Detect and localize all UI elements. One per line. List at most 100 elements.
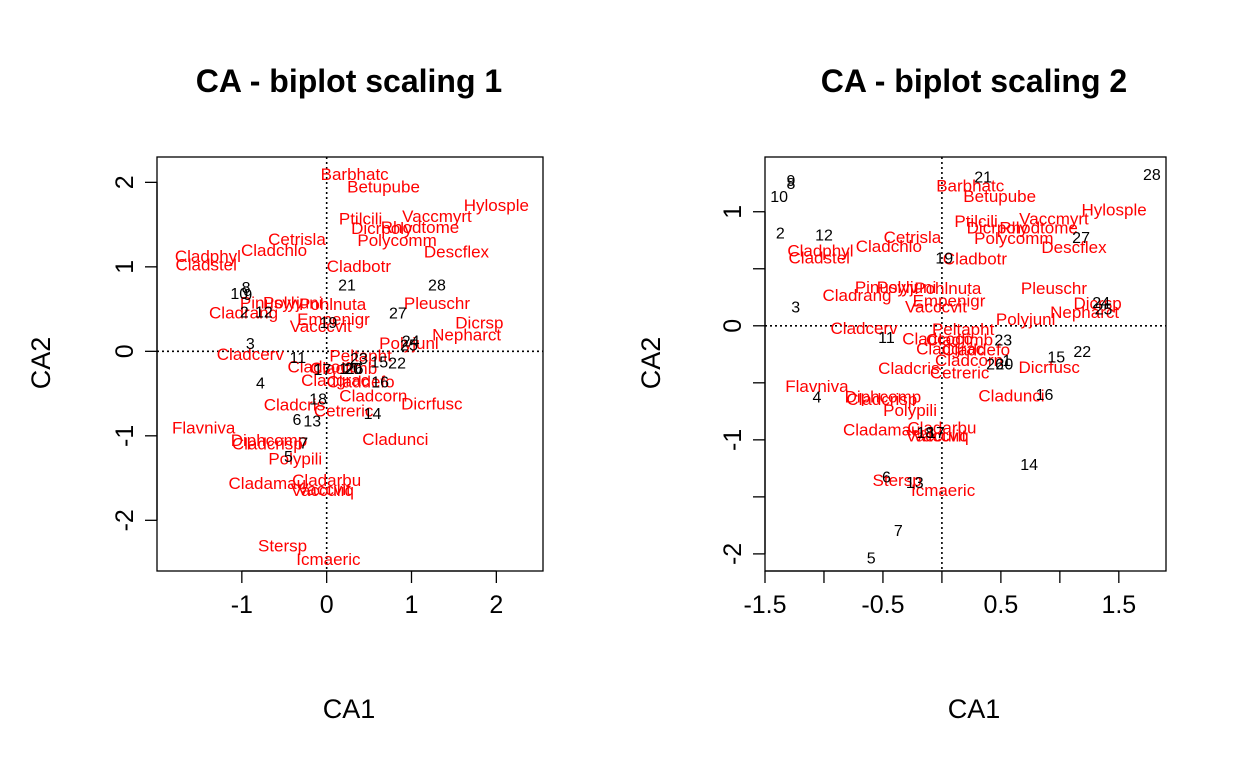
panel1-species-label: Cladarbu — [292, 471, 361, 490]
panel1-species-label: Ptilcili — [339, 210, 382, 229]
panel2-species-label: Dicrpoly — [967, 219, 1029, 238]
panel2-y-tick-label: 0 — [719, 319, 747, 333]
panel2-species-label: Polyjunl — [996, 310, 1056, 329]
panel1-species-label: Cladfimb — [310, 359, 377, 378]
panel2-site-label: 10 — [770, 189, 788, 206]
panel2-species-label: Ptilcili — [954, 212, 997, 231]
panel2-species-label: Cladchlo — [856, 237, 922, 256]
panel1-site-label: 26 — [346, 361, 364, 378]
panel1-site-label: 7 — [299, 436, 308, 453]
panel1-species-label: Vacccvit — [290, 317, 352, 336]
panel2-plot-frame — [764, 156, 1167, 572]
panel1-site-label: 15 — [370, 354, 388, 371]
panel1-species-label: Cladamau — [229, 474, 307, 493]
panel2-site-label: 21 — [974, 169, 992, 186]
panel1-site-label: 12 — [255, 305, 273, 322]
panel2-species-label: Polyjuni — [877, 278, 937, 297]
panel2-site-label: 2 — [776, 225, 785, 242]
panel1-site-label: 13 — [303, 414, 321, 431]
panel2-species-label: Polycomm — [974, 229, 1053, 248]
panel2-site-label: 12 — [815, 228, 833, 245]
panel2-site-label: 15 — [1047, 350, 1065, 367]
panel1-site-label: 1 — [339, 361, 348, 378]
panel1-site-label: 24 — [402, 333, 420, 350]
panel1-site-label: 27 — [389, 305, 407, 322]
panel2-species-label: Peltapht — [932, 320, 995, 339]
panel1-site-label: 4 — [256, 376, 265, 393]
panel1-y-tick-label: 0 — [111, 344, 139, 358]
panel1-species-label: Cladphyl — [175, 247, 241, 266]
panel2-site-label: 17 — [927, 425, 945, 442]
panel1-species-label: Cladcris — [264, 396, 325, 415]
panel2-ylabel: CA2 — [636, 337, 666, 390]
panel2-species-label: Cladcris — [878, 359, 939, 378]
panel2-x-tick-label: 1.5 — [1101, 591, 1136, 619]
panel1-species-label: Vacculiq — [291, 481, 354, 500]
panel1-species-label: Cladunci — [362, 430, 428, 449]
panel1-species-label: Stersp — [258, 537, 307, 556]
panel2-site-label: 24 — [1092, 295, 1110, 312]
panel2-species-label: Flavniva — [785, 377, 849, 396]
panel2-species-label: Hylosple — [1082, 200, 1147, 219]
panel2-species-label: Cladcorn — [935, 351, 1003, 370]
panel2-species-label: Nepharct — [1050, 303, 1119, 322]
panel2-site-label: 27 — [1072, 230, 1090, 247]
panel1-site-label: 5 — [284, 449, 293, 466]
panel2-x-tick-label: 0.5 — [983, 591, 1018, 619]
panel1-site-label: 23 — [350, 351, 368, 368]
panel2-x-tick-label: -0.5 — [861, 591, 904, 619]
panel1-species-label: Barbhatc — [321, 165, 390, 184]
panel2-site-label: 3 — [791, 299, 800, 316]
panel2-species-label: Vaccmyrt — [1019, 210, 1089, 229]
panel1-species-label: Empenigr — [297, 310, 370, 329]
panel1-site-label: 14 — [364, 406, 382, 423]
panel2-xlabel: CA1 — [948, 694, 1001, 724]
panel1-species-label: Cetreric — [314, 401, 374, 420]
panel2-site-label: 1 — [1002, 353, 1011, 370]
panel2-species-label: Vacccvit — [905, 297, 967, 316]
panel2-species-label: Cladstel — [789, 248, 850, 267]
panel2-species-label: Barbhatc — [936, 177, 1005, 196]
panel1-species-label: Rhodtome — [381, 218, 459, 237]
panel2-species-label: Pohlnuta — [914, 279, 982, 298]
panel2-site-label: 26 — [986, 356, 1004, 373]
panel2-species-label: Cladrang — [822, 286, 891, 305]
panel2-species-label: Vaccvit — [913, 426, 967, 445]
panel2-site-label: 25 — [1095, 302, 1113, 319]
panel1-species-label: Cladgrac — [301, 371, 370, 390]
panel2-species-label: Cladcrisp — [846, 390, 917, 409]
panel2-species-label: Dicrsp — [1074, 294, 1122, 313]
panel1-species-label: Cladcorn — [339, 386, 407, 405]
panel1-species-label: Descflex — [424, 243, 490, 262]
panel2-species-label: Cladgrac — [916, 340, 985, 359]
panel2-site-label: 8 — [786, 176, 795, 193]
panel2-site-label: 19 — [935, 250, 953, 267]
panel2-species-label: Cladfimb — [926, 330, 993, 349]
panel2-species-label: Empenigr — [913, 292, 986, 311]
panel1-species-label: Peltapht — [329, 347, 392, 366]
panel1-species-label: Claddefo — [327, 373, 395, 392]
panel2-species-label: Cetreric — [930, 364, 990, 383]
panel1-species-label: Cetrisla — [268, 230, 326, 249]
panel1-ylabel: CA2 — [26, 337, 56, 390]
panel2-species-label: Stersp — [873, 471, 922, 490]
panel2-site-label: 4 — [812, 390, 821, 407]
panel1-site-label: 19 — [319, 315, 337, 332]
panel2-species-label: Cladcerv — [831, 319, 899, 338]
panel1-species-label: Cladstel — [175, 255, 236, 274]
panel2-site-label: 11 — [878, 330, 895, 347]
panel2-species-label: Pleuschr — [1021, 279, 1087, 298]
panel1-title: CA - biplot scaling 1 — [196, 63, 502, 99]
panel2-species-label: Cladarbu — [907, 418, 976, 437]
panel1-species-label: Dicrpoly — [351, 219, 413, 238]
panel1-species-label: Cladcrisp — [232, 434, 303, 453]
panel1-site-label: 8 — [242, 280, 251, 297]
panel1-site-label: 20 — [344, 361, 362, 378]
panel1-species-label: Flavniva — [172, 418, 236, 437]
panel1-species-label: Cladcocc — [287, 358, 357, 377]
panel2-species-label: Pinusylv — [855, 278, 919, 297]
panel1-species-label: Hylosple — [464, 196, 529, 215]
panel2-site-label: 23 — [994, 332, 1012, 349]
